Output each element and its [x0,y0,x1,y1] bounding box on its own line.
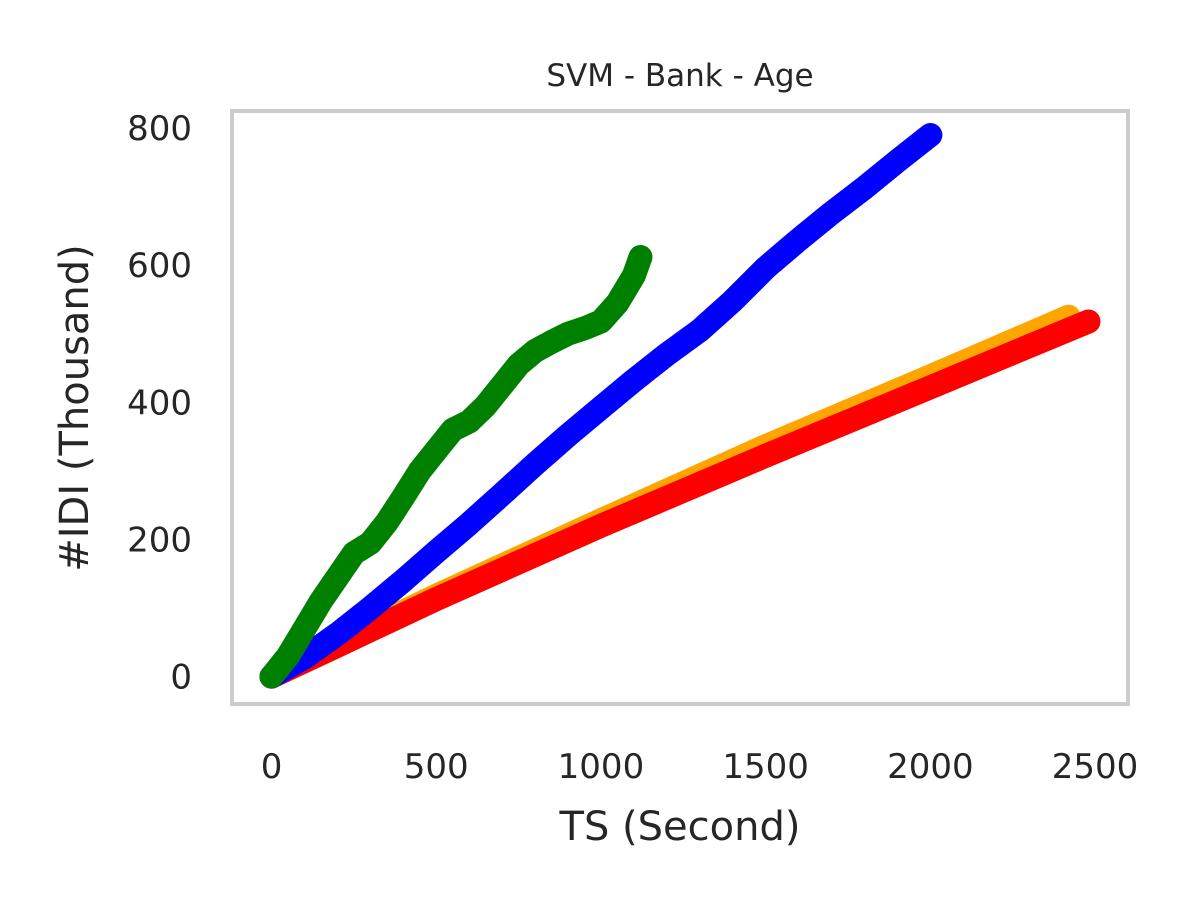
series-line-3 [259,123,943,689]
x-tick-labels: 0 500 1000 1500 2000 2500 [261,747,1139,787]
x-tick-label: 1500 [722,747,809,787]
series-line-4 [259,245,653,689]
x-tick-label: 500 [404,747,469,787]
y-tick-labels: 0 200 400 600 800 [127,109,192,697]
y-tick-label: 400 [127,383,192,423]
series-layer [259,123,1101,689]
y-tick-label: 200 [127,520,192,560]
chart-title: SVM - Bank - Age [546,58,813,94]
x-tick-label: 2000 [887,747,974,787]
x-tick-label: 1000 [558,747,645,787]
y-tick-label: 0 [170,658,192,698]
y-axis-label: #IDI (Thousand) [52,244,98,572]
y-tick-label: 600 [127,246,192,286]
x-tick-label: 2500 [1052,747,1139,787]
x-axis-label: TS (Second) [559,804,801,850]
y-tick-label: 800 [127,109,192,149]
x-tick-label: 0 [261,747,283,787]
